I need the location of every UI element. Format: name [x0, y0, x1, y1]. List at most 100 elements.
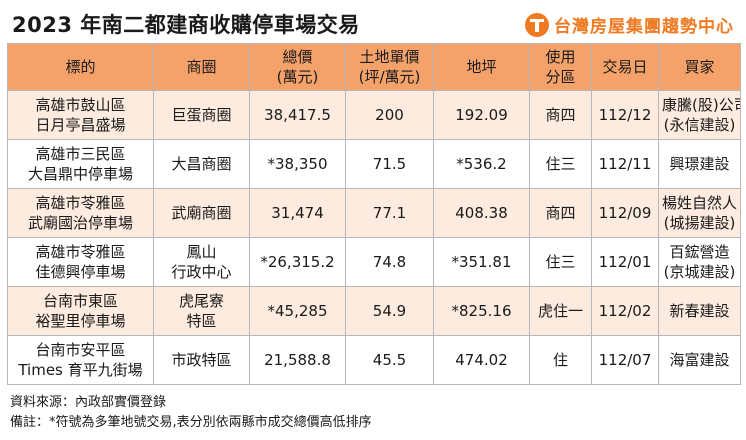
cell-text: 21,588.8 [264, 351, 331, 369]
cell-text: 住三 [545, 155, 576, 173]
cell-text: 54.9 [372, 302, 407, 320]
cell-text: 112/07 [598, 351, 652, 369]
table-row: 台南市安平區 Times 育平九街場 市政特區 21,588.8 45.5 474.02 住… [7, 335, 741, 385]
cell-land-area: 408.38 [433, 188, 530, 238]
source-note: 資料來源：內政部實價登錄 [10, 395, 167, 410]
cell-text: 38,417.5 [264, 106, 331, 124]
cell-target: 台南市東區 裕聖里停車場 [7, 286, 154, 336]
cell-land-unit-price: 71.5 [345, 139, 434, 189]
cell-target: 高雄市苓雅區 佳德興停車場 [7, 237, 154, 287]
cell-text: 31,474 [271, 204, 324, 222]
cell-text: *38,350 [267, 155, 328, 173]
cell-text: 高雄市鼓山區 [35, 96, 126, 114]
table-row: 高雄市鼓山區 日月亭昌盛場 巨蛋商圈 38,417.5 200 192.09 商四 112/1… [7, 90, 741, 140]
cell-text: 佳德興停車場 [35, 263, 126, 281]
cell-total-price: 38,417.5 [249, 90, 346, 140]
cell-target: 高雄市苓雅區 武廟國治停車場 [7, 188, 154, 238]
cell-buyer: 百鋐營造 (京城建設) [658, 237, 741, 287]
column-header-text: (萬元) [276, 68, 319, 86]
cell-land-area: 192.09 [433, 90, 530, 140]
cell-zoning: 住三 [529, 237, 592, 287]
cell-land-area: *825.16 [433, 286, 530, 336]
cell-trade-date: 112/12 [591, 90, 659, 140]
cell-trade-date: 112/09 [591, 188, 659, 238]
column-header-land-unit-price: 土地單價 (坪/萬元) [345, 43, 434, 91]
header: 2023 年南二都建商收購停車場交易 台灣房屋集團趨勢中心 [0, 0, 746, 46]
cell-text: 200 [375, 106, 404, 124]
header-row: 標的 商圈 總價 (萬元) 土地單價 (坪/萬元) 地坪 使用 分區 交易日 買家 [7, 43, 741, 91]
cell-zoning: 商四 [529, 188, 592, 238]
cell-text: 虎住一 [537, 302, 583, 320]
cell-land-area: *536.2 [433, 139, 530, 189]
column-header-text: 總價 [282, 48, 313, 66]
column-header-text: 買家 [684, 58, 715, 76]
cell-land-unit-price: 200 [345, 90, 434, 140]
column-header-total-price: 總價 (萬元) [249, 43, 346, 91]
cell-text: 行政中心 [171, 263, 232, 281]
cell-text: 康騰(股)公司 [662, 96, 741, 114]
cell-zoning: 住 [529, 335, 592, 385]
cell-text: 71.5 [372, 155, 407, 173]
cell-text: 裕聖里停車場 [35, 312, 126, 330]
cell-text: 市政特區 [171, 351, 232, 369]
cell-text: 台南市安平區 [35, 341, 126, 359]
cell-text: 474.02 [455, 351, 508, 369]
cell-text: 112/02 [598, 302, 652, 320]
cell-text: *45,285 [267, 302, 328, 320]
cell-text: 大昌鼎中停車場 [27, 165, 133, 183]
cell-text: 45.5 [372, 351, 407, 369]
cell-land-unit-price: 77.1 [345, 188, 434, 238]
cell-text: 408.38 [455, 204, 508, 222]
cell-text: 商四 [545, 204, 576, 222]
cell-total-price: *26,315.2 [249, 237, 346, 287]
cell-target: 高雄市鼓山區 日月亭昌盛場 [7, 90, 154, 140]
table-row: 高雄市苓雅區 佳德興停車場 鳳山 行政中心 *26,315.2 74.8 *351.81 住三… [7, 237, 741, 287]
cell-text: 住三 [545, 253, 576, 271]
cell-text: 楊姓自然人 [662, 194, 738, 212]
cell-text: 興璟建設 [669, 155, 730, 173]
cell-district: 巨蛋商圈 [153, 90, 250, 140]
cell-text: 住 [552, 351, 568, 369]
cell-text: *536.2 [456, 155, 507, 173]
cell-zoning: 住三 [529, 139, 592, 189]
table-row: 高雄市苓雅區 武廟國治停車場 武廟商圈 31,474 77.1 408.38 商四 112/0… [7, 188, 741, 238]
logo-t-icon [525, 12, 549, 37]
cell-text: 高雄市三民區 [35, 145, 126, 163]
cell-text: *351.81 [451, 253, 512, 271]
cell-text: 新春建設 [669, 302, 730, 320]
cell-text: 高雄市苓雅區 [35, 243, 126, 261]
cell-land-unit-price: 45.5 [345, 335, 434, 385]
cell-text: 百鋐營造 [669, 243, 730, 261]
cell-trade-date: 112/01 [591, 237, 659, 287]
cell-buyer: 海富建設 [658, 335, 741, 385]
column-header-trade-date: 交易日 [591, 43, 659, 91]
column-header-text: 使用 [545, 48, 576, 66]
page-title: 2023 年南二都建商收購停車場交易 [12, 13, 360, 37]
column-header-text: 土地單價 [359, 48, 420, 66]
cell-text: (城揚建設) [663, 214, 736, 232]
cell-text: 77.1 [372, 204, 407, 222]
table-row: 高雄市三民區 大昌鼎中停車場 大昌商圈 *38,350 71.5 *536.2 住三 112/… [7, 139, 741, 189]
cell-text: (永信建設) [663, 116, 736, 134]
cell-text: 武廟商圈 [171, 204, 232, 222]
cell-district: 鳳山 行政中心 [153, 237, 250, 287]
cell-text: 大昌商圈 [171, 155, 232, 173]
column-header-text: 交易日 [602, 58, 648, 76]
column-header-buyer: 買家 [658, 43, 741, 91]
cell-text: 日月亭昌盛場 [35, 116, 126, 134]
cell-district: 虎尾寮 特區 [153, 286, 250, 336]
cell-district: 武廟商圈 [153, 188, 250, 238]
column-header-land-area: 地坪 [433, 43, 530, 91]
cell-text: 112/11 [598, 155, 652, 173]
cell-district: 大昌商圈 [153, 139, 250, 189]
cell-text: 112/01 [598, 253, 652, 271]
cell-trade-date: 112/02 [591, 286, 659, 336]
cell-buyer: 楊姓自然人 (城揚建設) [658, 188, 741, 238]
cell-land-unit-price: 54.9 [345, 286, 434, 336]
cell-target: 高雄市三民區 大昌鼎中停車場 [7, 139, 154, 189]
column-header-text: (坪/萬元) [358, 68, 421, 86]
cell-trade-date: 112/07 [591, 335, 659, 385]
cell-text: 112/12 [598, 106, 652, 124]
table-row: 台南市東區 裕聖里停車場 虎尾寮 特區 *45,285 54.9 *825.16 虎住一 112… [7, 286, 741, 336]
cell-total-price: 21,588.8 [249, 335, 346, 385]
